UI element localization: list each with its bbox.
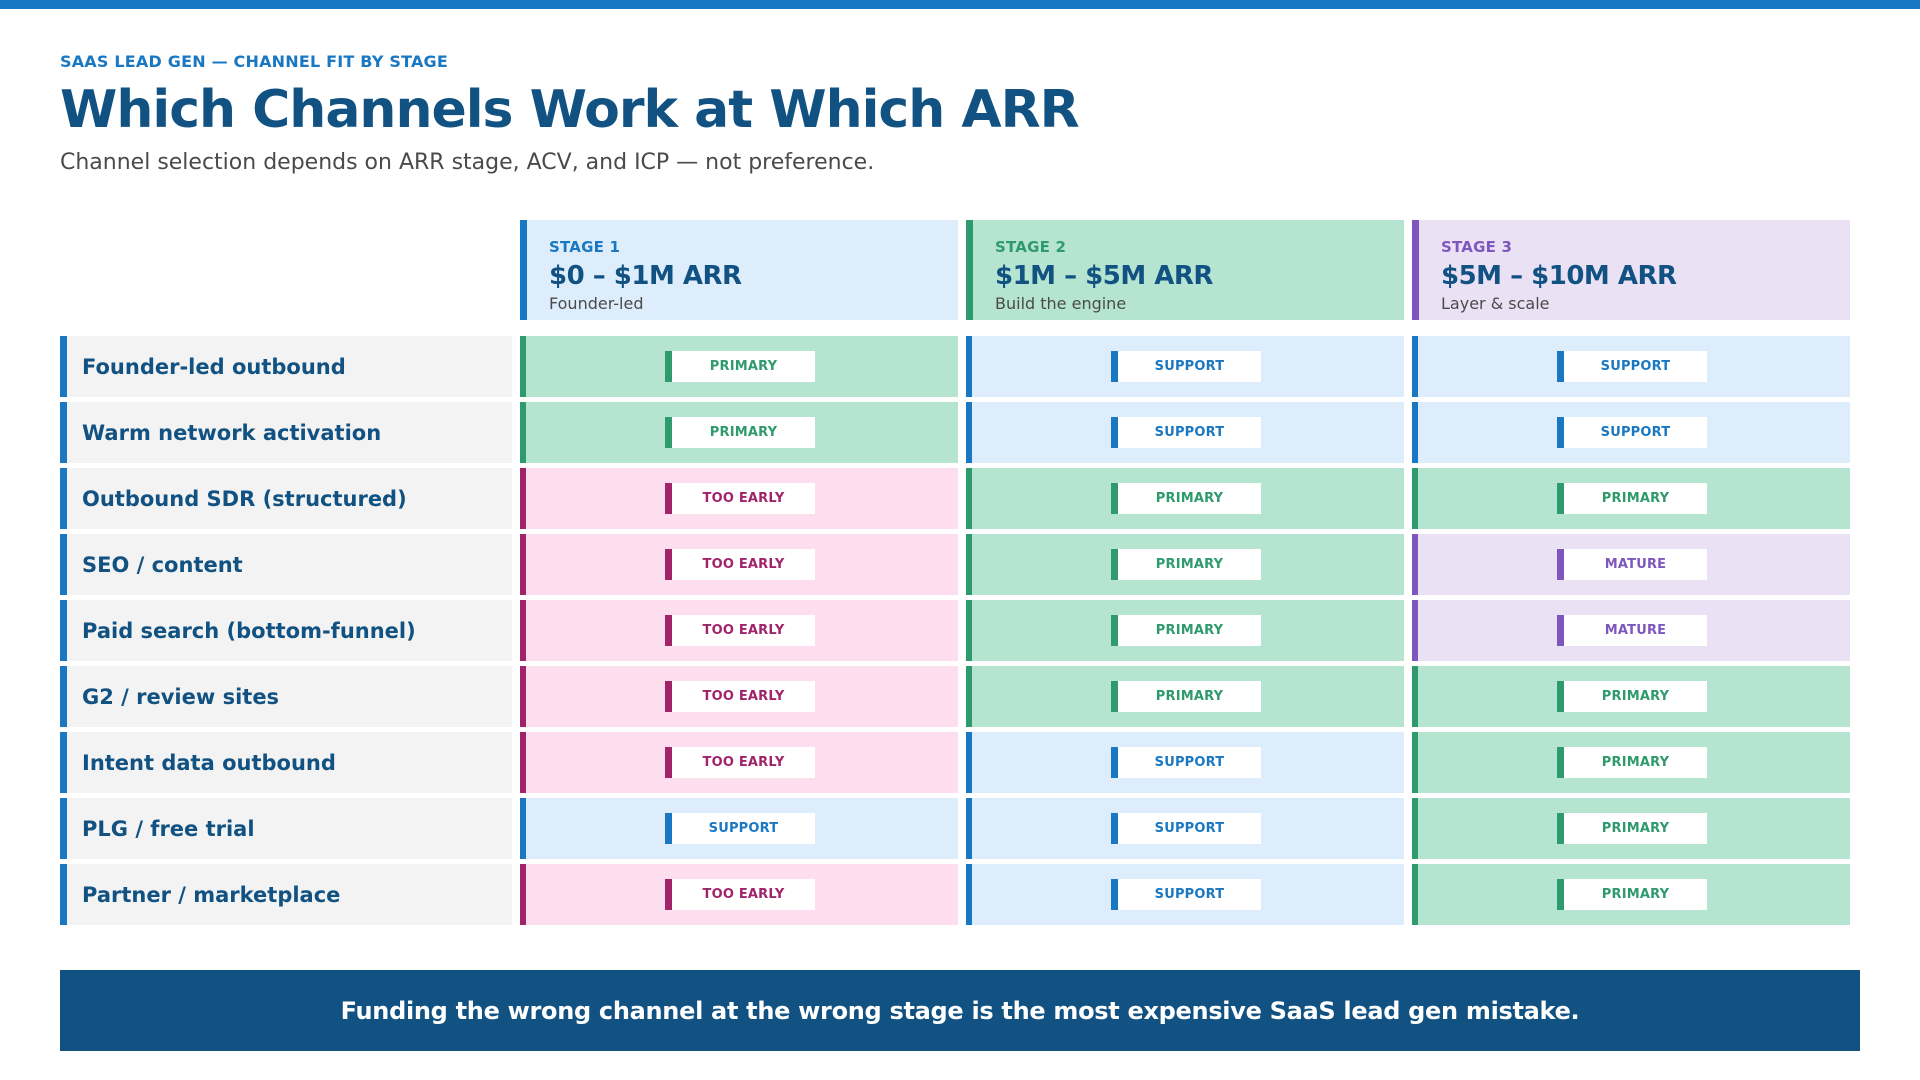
fit-badge: SUPPORT bbox=[1111, 879, 1261, 910]
fit-cell: SUPPORT bbox=[520, 798, 958, 859]
stage-header-3: STAGE 3 $5M – $10M ARR Layer & scale bbox=[1412, 220, 1850, 320]
fit-badge: MATURE bbox=[1557, 549, 1707, 580]
channel-label-warm-network-activation: Warm network activation bbox=[60, 402, 512, 463]
page-title: Which Channels Work at Which ARR bbox=[60, 80, 1080, 140]
fit-badge: PRIMARY bbox=[1111, 681, 1261, 712]
fit-badge: TOO EARLY bbox=[665, 615, 815, 646]
fit-badge: PRIMARY bbox=[1557, 483, 1707, 514]
fit-badge: TOO EARLY bbox=[665, 549, 815, 580]
stage-label: STAGE 2 bbox=[995, 238, 1067, 256]
eyebrow-label: SAAS LEAD GEN — CHANNEL FIT BY STAGE bbox=[60, 52, 449, 71]
stage-label: STAGE 1 bbox=[549, 238, 621, 256]
fit-cell: TOO EARLY bbox=[520, 666, 958, 727]
fit-cell: TOO EARLY bbox=[520, 534, 958, 595]
stage-header-2: STAGE 2 $1M – $5M ARR Build the engine bbox=[966, 220, 1404, 320]
fit-badge: TOO EARLY bbox=[665, 879, 815, 910]
fit-cell: SUPPORT bbox=[966, 798, 1404, 859]
fit-cell: PRIMARY bbox=[1412, 666, 1850, 727]
fit-badge: SUPPORT bbox=[1557, 351, 1707, 382]
channel-label-seo-content: SEO / content bbox=[60, 534, 512, 595]
fit-cell: SUPPORT bbox=[966, 864, 1404, 925]
channel-label-founder-led-outbound: Founder-led outbound bbox=[60, 336, 512, 397]
fit-cell: PRIMARY bbox=[966, 468, 1404, 529]
fit-cell: SUPPORT bbox=[966, 336, 1404, 397]
stage-arr-range: $0 – $1M ARR bbox=[549, 261, 742, 291]
fit-badge: SUPPORT bbox=[1111, 747, 1261, 778]
fit-cell: SUPPORT bbox=[1412, 402, 1850, 463]
stage-label: STAGE 3 bbox=[1441, 238, 1513, 256]
stage-arr-range: $1M – $5M ARR bbox=[995, 261, 1213, 291]
fit-cell: PRIMARY bbox=[966, 600, 1404, 661]
fit-cell: PRIMARY bbox=[1412, 468, 1850, 529]
page-subtitle: Channel selection depends on ARR stage, … bbox=[60, 150, 875, 175]
fit-badge: SUPPORT bbox=[1111, 351, 1261, 382]
fit-badge: PRIMARY bbox=[1557, 813, 1707, 844]
channel-label-partner-marketplace: Partner / marketplace bbox=[60, 864, 512, 925]
fit-badge: TOO EARLY bbox=[665, 483, 815, 514]
stage-arr-range: $5M – $10M ARR bbox=[1441, 261, 1677, 291]
fit-badge: SUPPORT bbox=[665, 813, 815, 844]
fit-cell: PRIMARY bbox=[1412, 732, 1850, 793]
stage-header-1: STAGE 1 $0 – $1M ARR Founder-led bbox=[520, 220, 958, 320]
channel-label-outbound-sdr-structured: Outbound SDR (structured) bbox=[60, 468, 512, 529]
top-accent-bar bbox=[0, 0, 1920, 9]
fit-cell: PRIMARY bbox=[520, 336, 958, 397]
fit-badge: PRIMARY bbox=[1111, 615, 1261, 646]
fit-cell: PRIMARY bbox=[520, 402, 958, 463]
fit-cell: SUPPORT bbox=[1412, 336, 1850, 397]
fit-badge: MATURE bbox=[1557, 615, 1707, 646]
fit-cell: TOO EARLY bbox=[520, 600, 958, 661]
fit-cell: SUPPORT bbox=[966, 402, 1404, 463]
fit-cell: TOO EARLY bbox=[520, 468, 958, 529]
stage-description: Founder-led bbox=[549, 294, 644, 313]
fit-badge: PRIMARY bbox=[1557, 879, 1707, 910]
fit-badge: PRIMARY bbox=[1111, 549, 1261, 580]
fit-cell: TOO EARLY bbox=[520, 732, 958, 793]
fit-badge: TOO EARLY bbox=[665, 681, 815, 712]
fit-cell: TOO EARLY bbox=[520, 864, 958, 925]
stage-description: Layer & scale bbox=[1441, 294, 1550, 313]
fit-badge: PRIMARY bbox=[1557, 747, 1707, 778]
fit-cell: MATURE bbox=[1412, 534, 1850, 595]
fit-badge: TOO EARLY bbox=[665, 747, 815, 778]
fit-cell: PRIMARY bbox=[966, 666, 1404, 727]
channel-label-g2-review-sites: G2 / review sites bbox=[60, 666, 512, 727]
channel-label-intent-data-outbound: Intent data outbound bbox=[60, 732, 512, 793]
stage-description: Build the engine bbox=[995, 294, 1127, 313]
fit-badge: PRIMARY bbox=[1111, 483, 1261, 514]
channel-label-plg-free-trial: PLG / free trial bbox=[60, 798, 512, 859]
fit-cell: PRIMARY bbox=[1412, 864, 1850, 925]
channel-label-paid-search-bottom-funnel: Paid search (bottom-funnel) bbox=[60, 600, 512, 661]
fit-cell: SUPPORT bbox=[966, 732, 1404, 793]
fit-badge: PRIMARY bbox=[665, 351, 815, 382]
fit-cell: PRIMARY bbox=[1412, 798, 1850, 859]
fit-badge: SUPPORT bbox=[1111, 813, 1261, 844]
fit-badge: SUPPORT bbox=[1111, 417, 1261, 448]
fit-cell: PRIMARY bbox=[966, 534, 1404, 595]
fit-badge: SUPPORT bbox=[1557, 417, 1707, 448]
fit-badge: PRIMARY bbox=[1557, 681, 1707, 712]
fit-badge: PRIMARY bbox=[665, 417, 815, 448]
fit-cell: MATURE bbox=[1412, 600, 1850, 661]
footer-callout: Funding the wrong channel at the wrong s… bbox=[60, 970, 1860, 1051]
